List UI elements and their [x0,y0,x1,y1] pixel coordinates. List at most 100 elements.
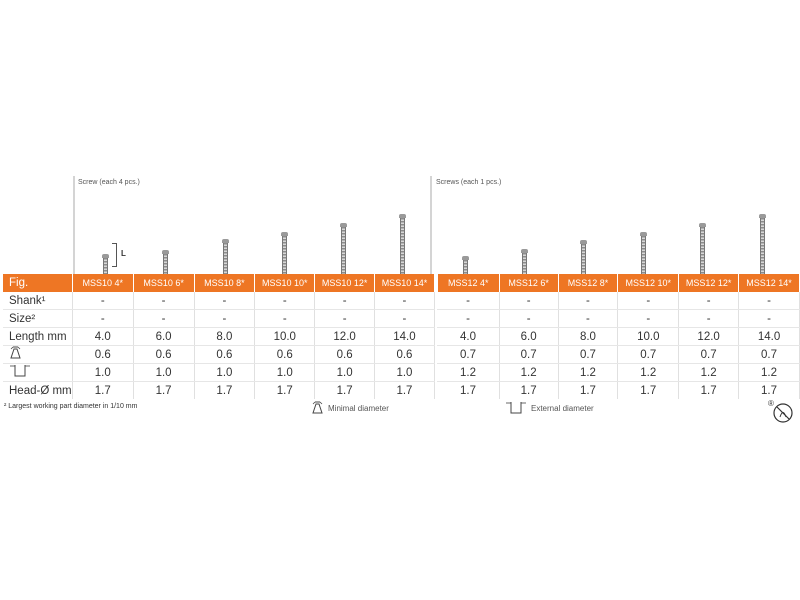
table-cell: - [738,309,800,328]
table-cell: - [133,309,195,328]
table-cell: 8.0 [558,327,619,346]
group-divider-2 [430,176,432,274]
table-cell: 1.0 [314,363,376,382]
group-gap [434,363,438,382]
table-cell: - [194,309,256,328]
table-cell: 1.2 [558,363,619,382]
table-cell: 1.7 [314,381,376,399]
table-cell: 14.0 [374,327,435,346]
table-cell: - [437,309,500,328]
table-row: Shank¹ - - - - - - - - - - - - [3,292,800,310]
table-cell: 0.6 [314,345,376,364]
group-gap [434,292,438,310]
spec-table: Fig. MSS10 4* MSS10 6* MSS10 8* MSS10 10* MSS… [3,274,800,399]
table-cell: 1.7 [738,381,800,399]
table-cell: - [72,292,134,310]
table-cell: 1.0 [194,363,256,382]
column-header: MSS12 6* [499,274,559,292]
table-cell: 1.7 [194,381,256,399]
table-cell: - [437,292,500,310]
table-cell: 12.0 [678,327,740,346]
screw-illustration [759,214,766,274]
table-cell: 10.0 [617,327,680,346]
table-cell: - [738,292,800,310]
table-cell: 1.2 [499,363,559,382]
group-gap [434,327,438,346]
table-cell: - [499,309,559,328]
table-cell: 0.6 [254,345,316,364]
table-cell: 1.7 [437,381,500,399]
fig-header-label: Fig. [3,274,73,292]
table-row: 0.6 0.6 0.6 0.6 0.6 0.6 0.7 0.7 0.7 0.7 0.7 0.7 [3,345,800,364]
column-header: MSS10 4* [72,274,134,292]
screw-illustration [162,250,169,274]
table-cell: - [558,292,619,310]
table-cell: 1.0 [254,363,316,382]
column-header: MSS10 12* [314,274,376,292]
length-marker-label: L [121,249,126,258]
table-cell: 0.7 [617,345,680,364]
group-gap [434,274,438,292]
screw-illustration [580,240,587,274]
table-cell: 8.0 [194,327,256,346]
table-cell: 1.0 [133,363,195,382]
column-header: MSS12 14* [738,274,800,292]
table-cell: - [374,309,435,328]
table-cell: 1.7 [558,381,619,399]
table-cell: 0.6 [133,345,195,364]
row-label: Head-Ø mm [3,381,73,399]
table-cell: 0.7 [558,345,619,364]
group-gap [434,381,438,399]
row-label: Length mm [3,327,73,346]
column-header: MSS10 10* [254,274,316,292]
table-cell: - [678,309,740,328]
column-header: MSS10 8* [194,274,256,292]
screw-illustration [521,249,528,274]
table-cell: 1.2 [617,363,680,382]
table-cell: 1.7 [678,381,740,399]
table-cell: 0.7 [437,345,500,364]
table-cell: 6.0 [499,327,559,346]
table-cell: 1.7 [617,381,680,399]
legend-external-diameter: External diameter [505,401,594,417]
table-cell: 1.0 [374,363,435,382]
table-cell: 1.7 [133,381,195,399]
table-cell: - [133,292,195,310]
svg-text:®: ® [768,399,774,408]
row-label: Size² [3,309,73,328]
group-divider-1 [73,176,75,274]
screw-illustration [462,256,469,274]
table-row: 1.0 1.0 1.0 1.0 1.0 1.0 1.2 1.2 1.2 1.2 1.2 1.2 [3,363,800,382]
table-cell: 14.0 [738,327,800,346]
table-cell: 1.7 [254,381,316,399]
column-header: MSS12 10* [617,274,680,292]
screw-illustration [640,232,647,274]
table-cell: 4.0 [72,327,134,346]
table-cell: - [678,292,740,310]
column-header: MSS10 6* [133,274,195,292]
table-cell: 10.0 [254,327,316,346]
table-cell: 1.0 [72,363,134,382]
legend-minimal-label: Minimal diameter [328,404,389,414]
table-cell: - [314,292,376,310]
table-cell: - [617,309,680,328]
table-cell: - [374,292,435,310]
table-row: Head-Ø mm 1.7 1.7 1.7 1.7 1.7 1.7 1.7 1.7 1.7 1.7 1… [3,381,800,399]
not-sterile-icon: ® [768,398,794,429]
table-cell: 1.7 [374,381,435,399]
table-header-row: Fig. MSS10 4* MSS10 6* MSS10 8* MSS10 10* MSS… [3,274,800,292]
table-cell: 1.2 [678,363,740,382]
table-cell: 1.7 [72,381,134,399]
table-cell: 0.7 [499,345,559,364]
table-cell: 0.6 [72,345,134,364]
screw-illustration [340,223,347,274]
screw-illustration [222,239,229,274]
table-row: Length mm 4.0 6.0 8.0 10.0 12.0 14.0 4.0 6.0 8.0 1… [3,327,800,346]
table-cell: - [254,309,316,328]
screw-illustration [281,232,288,274]
table-cell: 0.6 [194,345,256,364]
length-bracket [112,243,117,267]
screw-illustration [699,223,706,274]
table-cell: - [194,292,256,310]
column-header: MSS10 14* [374,274,435,292]
